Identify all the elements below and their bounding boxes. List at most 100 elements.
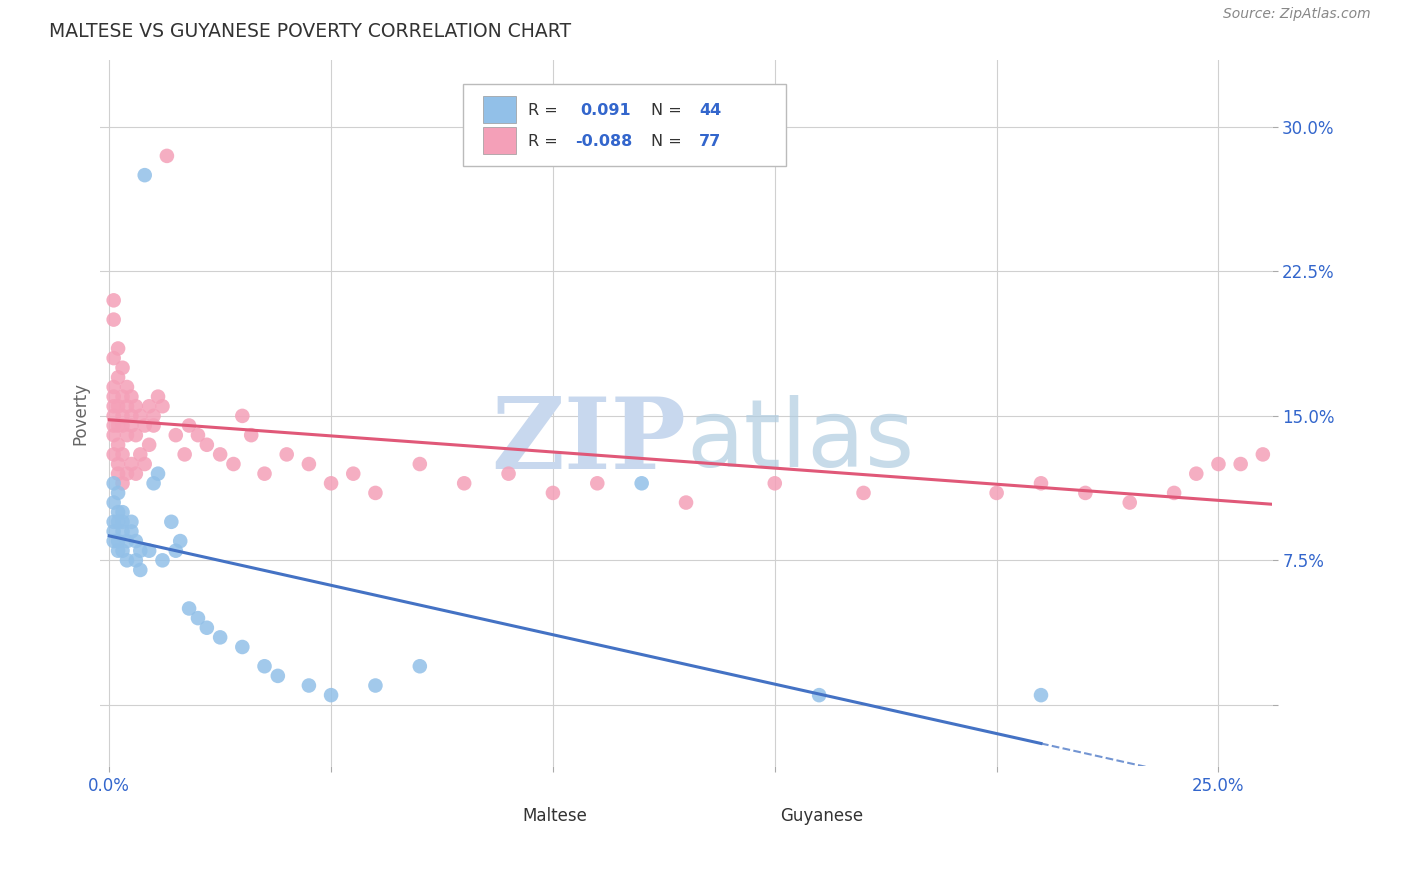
Point	[152, 399, 174, 413]
Point	[586, 476, 609, 491]
Point	[195, 621, 218, 635]
Point	[138, 399, 160, 413]
Text: 77: 77	[699, 134, 721, 149]
Point	[111, 409, 134, 423]
Point	[630, 476, 652, 491]
Point	[115, 399, 138, 413]
Point	[156, 149, 179, 163]
Point	[453, 476, 475, 491]
Point	[103, 390, 125, 404]
Point	[187, 428, 209, 442]
Point	[107, 467, 129, 481]
Point	[107, 399, 129, 413]
Point	[541, 486, 564, 500]
Text: MALTESE VS GUYANESE POVERTY CORRELATION CHART: MALTESE VS GUYANESE POVERTY CORRELATION …	[49, 22, 571, 41]
Point	[120, 524, 142, 539]
Point	[253, 659, 276, 673]
Point	[808, 688, 831, 702]
Point	[107, 342, 129, 356]
Point	[129, 563, 152, 577]
Text: R =: R =	[527, 134, 562, 149]
Point	[125, 534, 148, 549]
Point	[177, 418, 200, 433]
Point	[111, 418, 134, 433]
Point	[125, 553, 148, 567]
Point	[111, 447, 134, 461]
Point	[409, 659, 432, 673]
Point	[1163, 486, 1185, 500]
Point	[115, 380, 138, 394]
Point	[111, 476, 134, 491]
Point	[409, 457, 432, 471]
Point	[165, 428, 187, 442]
Point	[146, 467, 169, 481]
Point	[134, 457, 156, 471]
Point	[138, 543, 160, 558]
Point	[120, 390, 142, 404]
Point	[1229, 457, 1251, 471]
FancyBboxPatch shape	[464, 85, 786, 166]
Point	[107, 370, 129, 384]
Text: Source: ZipAtlas.com: Source: ZipAtlas.com	[1223, 7, 1371, 21]
Point	[342, 467, 364, 481]
Point	[129, 409, 152, 423]
Text: 44: 44	[699, 103, 721, 118]
Point	[103, 524, 125, 539]
Point	[231, 409, 253, 423]
Point	[160, 515, 183, 529]
Text: R =: R =	[527, 103, 568, 118]
Point	[103, 447, 125, 461]
Point	[173, 447, 195, 461]
Point	[152, 553, 174, 567]
Point	[115, 534, 138, 549]
Point	[103, 495, 125, 509]
Point	[107, 418, 129, 433]
Point	[111, 543, 134, 558]
Text: ZIP: ZIP	[491, 392, 686, 490]
Point	[675, 495, 697, 509]
Y-axis label: Poverty: Poverty	[72, 382, 89, 444]
Point	[364, 679, 387, 693]
Point	[120, 418, 142, 433]
Point	[986, 486, 1008, 500]
Point	[103, 418, 125, 433]
Point	[276, 447, 298, 461]
Point	[165, 543, 187, 558]
Point	[209, 447, 232, 461]
Point	[107, 534, 129, 549]
Point	[134, 418, 156, 433]
Point	[319, 476, 342, 491]
Point	[103, 380, 125, 394]
Text: atlas: atlas	[686, 395, 914, 487]
Point	[103, 515, 125, 529]
Point	[142, 418, 165, 433]
Point	[253, 467, 276, 481]
Point	[195, 438, 218, 452]
Point	[1185, 467, 1208, 481]
Point	[231, 640, 253, 654]
Text: Guyanese: Guyanese	[780, 807, 863, 825]
Point	[146, 390, 169, 404]
Point	[111, 524, 134, 539]
Point	[120, 515, 142, 529]
Point	[1029, 688, 1052, 702]
Point	[103, 409, 125, 423]
Point	[222, 457, 245, 471]
Point	[1119, 495, 1142, 509]
Point	[103, 312, 125, 326]
Point	[111, 390, 134, 404]
Point	[103, 428, 125, 442]
FancyBboxPatch shape	[484, 96, 516, 123]
FancyBboxPatch shape	[484, 128, 516, 154]
Text: N =: N =	[651, 134, 686, 149]
Point	[298, 679, 321, 693]
Point	[111, 360, 134, 375]
Point	[763, 476, 786, 491]
FancyBboxPatch shape	[738, 806, 773, 831]
Point	[103, 293, 125, 308]
Point	[107, 505, 129, 519]
Point	[187, 611, 209, 625]
Point	[125, 428, 148, 442]
Point	[142, 476, 165, 491]
Point	[169, 534, 191, 549]
